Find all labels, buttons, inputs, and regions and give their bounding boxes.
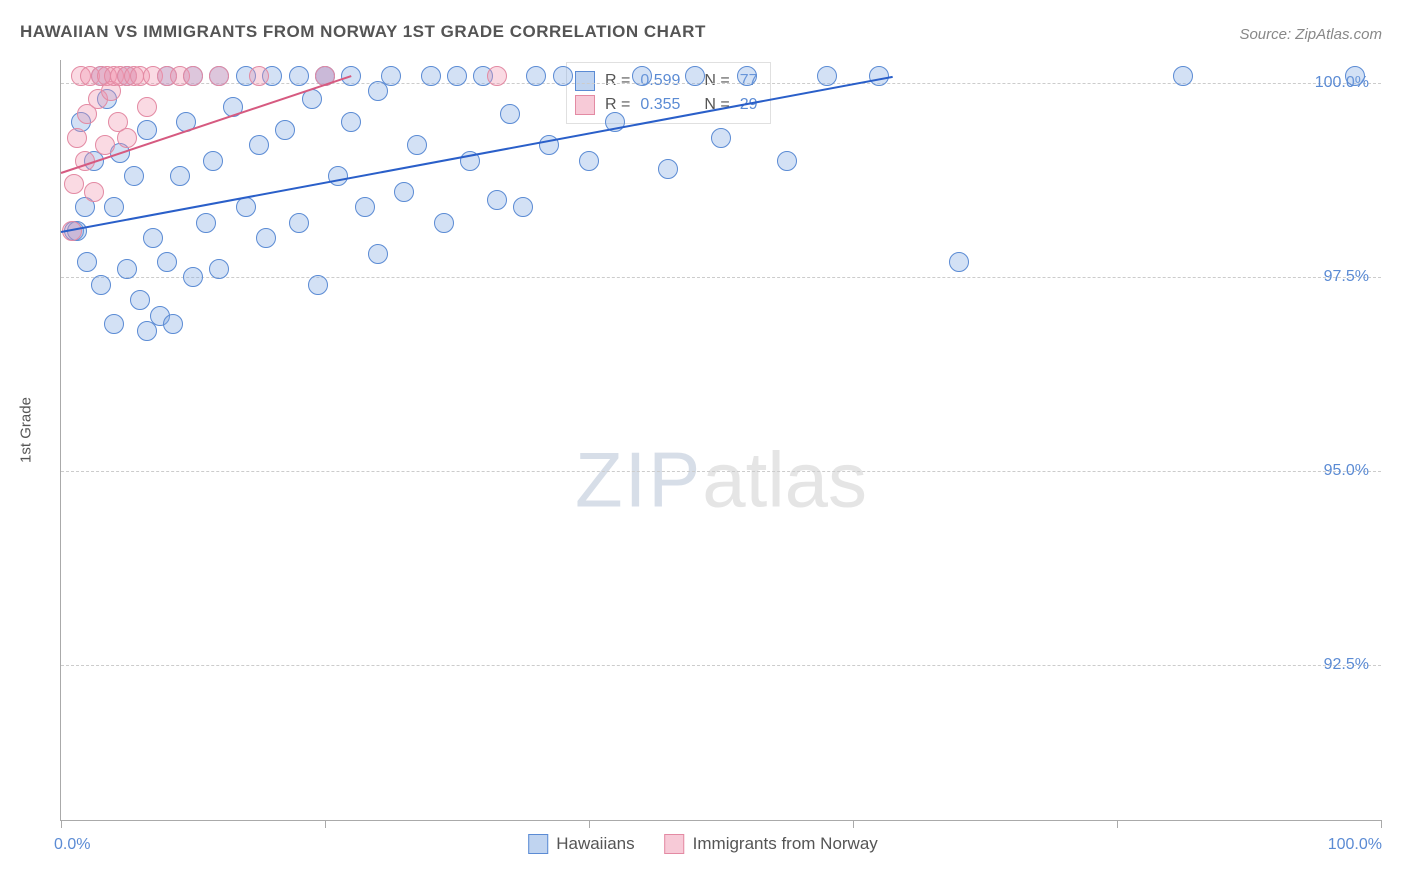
scatter-point [95, 135, 115, 155]
scatter-point [632, 66, 652, 86]
scatter-point [170, 166, 190, 186]
legend-item: Immigrants from Norway [665, 834, 878, 854]
scatter-point [209, 66, 229, 86]
scatter-point [421, 66, 441, 86]
x-tick [853, 820, 854, 828]
scatter-point [447, 66, 467, 86]
x-tick [1381, 820, 1382, 828]
scatter-point [117, 128, 137, 148]
scatter-point [64, 174, 84, 194]
gridline [61, 277, 1381, 278]
scatter-point [500, 104, 520, 124]
gridline [61, 665, 1381, 666]
y-tick-label: 95.0% [1324, 462, 1369, 480]
watermark: ZIPatlas [575, 435, 867, 526]
y-axis-label: 1st Grade [18, 397, 35, 463]
scatter-point [104, 314, 124, 334]
scatter-point [434, 213, 454, 233]
scatter-point [1173, 66, 1193, 86]
scatter-point [91, 275, 111, 295]
scatter-point [67, 128, 87, 148]
scatter-point [658, 159, 678, 179]
legend-swatch [665, 834, 685, 854]
scatter-point [817, 66, 837, 86]
gridline [61, 471, 1381, 472]
scatter-point [183, 267, 203, 287]
scatter-point [487, 66, 507, 86]
y-tick-label: 92.5% [1324, 656, 1369, 674]
trend-line [61, 76, 893, 233]
scatter-point [163, 314, 183, 334]
scatter-point [77, 252, 97, 272]
scatter-point [487, 190, 507, 210]
scatter-point [249, 66, 269, 86]
scatter-point [157, 252, 177, 272]
series-swatch [575, 95, 595, 115]
source-label: Source: ZipAtlas.com [1239, 26, 1382, 43]
scatter-point [579, 151, 599, 171]
scatter-point [355, 197, 375, 217]
x-tick [589, 820, 590, 828]
scatter-point [104, 197, 124, 217]
scatter-point [275, 120, 295, 140]
scatter-point [685, 66, 705, 86]
n-label: N = [704, 72, 729, 90]
scatter-point [737, 66, 757, 86]
scatter-point [236, 197, 256, 217]
legend-label: Hawaiians [556, 834, 634, 854]
scatter-point [308, 275, 328, 295]
scatter-point [196, 213, 216, 233]
r-value: 0.355 [640, 96, 680, 114]
legend-label: Immigrants from Norway [693, 834, 878, 854]
x-tick [1117, 820, 1118, 828]
scatter-point [407, 135, 427, 155]
watermark-bold: ZIP [575, 436, 702, 524]
scatter-point [368, 244, 388, 264]
scatter-point [526, 66, 546, 86]
plot-area: ZIPatlas R =0.599N =77R =0.355N =29 92.5… [60, 60, 1381, 821]
scatter-point [513, 197, 533, 217]
scatter-point [84, 182, 104, 202]
y-tick-label: 97.5% [1324, 268, 1369, 286]
scatter-point [143, 228, 163, 248]
watermark-light: atlas [702, 436, 867, 524]
scatter-point [777, 151, 797, 171]
scatter-point [711, 128, 731, 148]
scatter-point [256, 228, 276, 248]
scatter-point [289, 213, 309, 233]
scatter-point [183, 66, 203, 86]
scatter-point [137, 120, 157, 140]
scatter-point [869, 66, 889, 86]
x-tick [325, 820, 326, 828]
scatter-point [553, 66, 573, 86]
x-axis-min-label: 0.0% [54, 836, 90, 854]
series-legend: Hawaiians Immigrants from Norway [528, 834, 878, 854]
scatter-point [209, 259, 229, 279]
scatter-point [124, 166, 144, 186]
x-tick [61, 820, 62, 828]
scatter-point [381, 66, 401, 86]
scatter-point [341, 112, 361, 132]
scatter-point [249, 135, 269, 155]
r-label: R = [605, 72, 630, 90]
scatter-point [137, 97, 157, 117]
x-axis-max-label: 100.0% [1328, 836, 1382, 854]
scatter-point [203, 151, 223, 171]
chart-title: HAWAIIAN VS IMMIGRANTS FROM NORWAY 1ST G… [20, 22, 706, 42]
correlation-row: R =0.599N =77 [575, 69, 758, 93]
scatter-point [117, 259, 137, 279]
legend-swatch [528, 834, 548, 854]
scatter-point [328, 166, 348, 186]
scatter-point [949, 252, 969, 272]
scatter-point [1345, 66, 1365, 86]
legend-item: Hawaiians [528, 834, 634, 854]
scatter-point [130, 290, 150, 310]
scatter-point [394, 182, 414, 202]
scatter-point [289, 66, 309, 86]
series-swatch [575, 71, 595, 91]
